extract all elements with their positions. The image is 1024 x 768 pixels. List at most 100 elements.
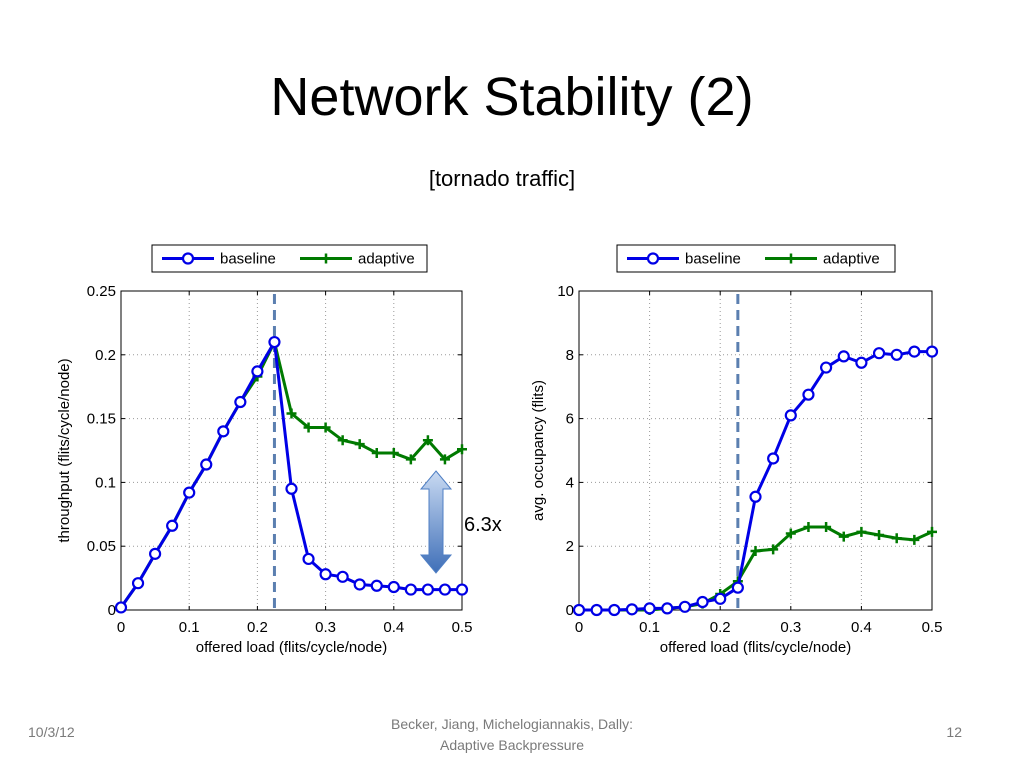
x-tick-label: 0.4 xyxy=(851,619,872,636)
data-point-baseline xyxy=(749,490,762,503)
footer-date: 10/3/12 xyxy=(28,724,75,740)
x-tick-label: 0 xyxy=(117,619,125,636)
data-point-baseline xyxy=(925,345,939,358)
data-point-baseline xyxy=(696,595,709,609)
data-point-adaptive xyxy=(803,522,814,533)
footer-authors-line1: Becker, Jiang, Michelogiannakis, Dally: xyxy=(390,716,633,732)
data-point-baseline xyxy=(872,347,886,360)
x-tick-label: 0 xyxy=(575,619,583,636)
x-tick-label: 0.3 xyxy=(315,619,336,636)
data-point-adaptive xyxy=(388,448,399,459)
ratio-annotation: 6.3x xyxy=(419,470,502,574)
data-point-adaptive xyxy=(405,454,416,465)
legend-label-baseline: baseline xyxy=(685,251,741,268)
data-point-baseline xyxy=(837,350,850,363)
data-point-baseline xyxy=(166,519,179,532)
double-arrow-icon xyxy=(419,470,453,574)
footer-authors: Becker, Jiang, Michelogiannakis, Dally: … xyxy=(312,714,712,756)
legend-marker-adaptive xyxy=(321,253,331,264)
data-point-baseline xyxy=(370,579,383,592)
data-point-baseline xyxy=(387,580,400,594)
data-point-baseline xyxy=(590,603,603,617)
data-point-baseline xyxy=(404,583,417,596)
data-point-adaptive xyxy=(457,444,467,455)
data-point-baseline xyxy=(336,570,349,583)
legend-marker-adaptive xyxy=(786,253,796,264)
throughput-chart: 0 0.1 0.2 0.3 0.4 0.5 0 0.05 0.1 0.15 0.2 0.25 offer… xyxy=(56,244,472,656)
plot-frame xyxy=(578,290,933,611)
data-point-baseline xyxy=(767,452,780,465)
data-point-baseline xyxy=(714,592,727,605)
data-point-adaptive xyxy=(891,533,902,544)
data-point-adaptive xyxy=(303,422,314,433)
data-point-baseline xyxy=(114,601,128,614)
y-tick-label: 2 xyxy=(566,538,574,555)
data-point-baseline xyxy=(234,395,247,409)
y-tick-label: 0.1 xyxy=(95,474,116,491)
data-point-baseline xyxy=(131,577,145,590)
x-tick-label: 0.4 xyxy=(383,619,404,636)
x-axis-label: offered load (flits/cycle/node) xyxy=(660,639,852,656)
data-point-baseline xyxy=(217,425,230,438)
x-axis-label: offered load (flits/cycle/node) xyxy=(196,639,388,656)
y-tick-label: 6 xyxy=(566,411,574,428)
data-point-adaptive xyxy=(909,534,920,545)
slide-title: Network Stability (2) xyxy=(270,67,754,127)
data-point-baseline xyxy=(319,568,332,581)
data-point-baseline xyxy=(731,581,744,594)
y-tick-label: 8 xyxy=(566,347,574,364)
y-tick-label: 0.25 xyxy=(87,283,116,300)
data-point-baseline xyxy=(438,583,452,596)
legend-label-adaptive: adaptive xyxy=(358,251,415,268)
data-point-adaptive xyxy=(821,522,832,533)
footer-authors-line2: Adaptive Backpressure xyxy=(440,737,584,753)
data-point-baseline xyxy=(251,365,264,378)
data-point-adaptive xyxy=(768,544,779,555)
x-tick-label: 0.1 xyxy=(639,619,660,636)
legend-label-adaptive: adaptive xyxy=(823,251,880,268)
data-point-adaptive xyxy=(927,526,937,537)
data-point-baseline xyxy=(268,335,281,349)
data-point-baseline xyxy=(608,603,621,617)
legend-marker-baseline xyxy=(181,252,195,265)
data-point-baseline xyxy=(200,458,213,471)
series-line-adaptive xyxy=(119,340,463,609)
y-tick-label: 0 xyxy=(566,602,574,619)
legend-label-baseline: baseline xyxy=(220,251,276,268)
ratio-label: 6.3x xyxy=(464,514,502,536)
y-tick-label: 0.05 xyxy=(87,538,116,555)
x-tick-label: 0.5 xyxy=(922,619,943,636)
data-point-baseline xyxy=(661,602,674,615)
data-point-adaptive xyxy=(371,448,382,459)
legend-marker-baseline xyxy=(646,252,660,265)
y-axis-label: avg. occupancy (flits) xyxy=(530,380,547,521)
y-tick-label: 10 xyxy=(557,283,574,300)
data-point-baseline xyxy=(855,356,868,369)
data-point-baseline xyxy=(802,388,815,401)
data-point-adaptive xyxy=(286,408,297,419)
data-point-adaptive xyxy=(838,531,849,542)
data-point-baseline xyxy=(302,552,315,566)
data-point-adaptive xyxy=(874,530,885,541)
y-tick-label: 0.15 xyxy=(87,411,116,428)
data-point-baseline xyxy=(149,547,162,560)
y-tick-label: 4 xyxy=(566,474,574,491)
data-point-baseline xyxy=(890,348,903,361)
y-axis-label: throughput (flits/cycle/node) xyxy=(56,358,73,542)
series-line-baseline xyxy=(579,350,932,612)
data-point-baseline xyxy=(572,603,586,617)
data-point-adaptive xyxy=(320,422,331,433)
data-point-adaptive xyxy=(354,439,365,450)
data-point-adaptive xyxy=(856,526,867,537)
data-point-baseline xyxy=(908,345,921,358)
x-tick-label: 0.1 xyxy=(179,619,200,636)
data-point-adaptive xyxy=(422,435,433,446)
data-point-baseline xyxy=(784,409,797,422)
x-tick-label: 0.2 xyxy=(710,619,731,636)
x-tick-label: 0.2 xyxy=(247,619,268,636)
data-point-baseline xyxy=(819,361,833,374)
occupancy-chart: 0 0.1 0.2 0.3 0.4 0.5 0 2 4 6 8 10 offered load (fli… xyxy=(530,244,943,656)
series-line-baseline xyxy=(119,340,462,609)
slide-subtitle: [tornado traffic] xyxy=(428,166,576,191)
